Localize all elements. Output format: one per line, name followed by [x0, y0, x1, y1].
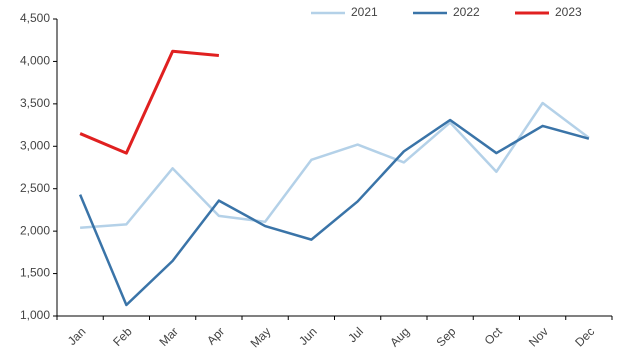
x-tick-label: Jan — [65, 324, 89, 348]
y-tick-label: 3,000 — [20, 138, 50, 152]
y-tick-label: 2,000 — [20, 223, 50, 237]
series-line — [80, 101, 590, 229]
series-line — [78, 118, 590, 307]
x-tick-label: Feb — [110, 324, 135, 349]
x-tick-label: Jul — [345, 324, 366, 345]
x-tick-label: Oct — [482, 324, 506, 348]
series-line — [79, 49, 220, 155]
x-tick-label: Jun — [296, 324, 320, 348]
x-tick-label: Aug — [387, 324, 412, 349]
y-tick-label: 3,500 — [20, 96, 50, 110]
y-tick-label: 4,000 — [20, 54, 50, 68]
x-tick-label: May — [248, 324, 274, 350]
y-tick-label: 1,000 — [20, 308, 50, 322]
x-tick-label: Sep — [433, 324, 458, 349]
x-tick-label: Nov — [526, 324, 551, 349]
legend-label: 2023 — [555, 5, 582, 19]
legend-label: 2021 — [351, 5, 378, 19]
y-tick-label: 1,500 — [20, 266, 50, 280]
x-tick-label: Dec — [572, 324, 597, 349]
x-tick-label: Mar — [156, 324, 181, 349]
legend-label: 2022 — [453, 5, 480, 19]
y-tick-label: 4,500 — [20, 11, 50, 25]
y-tick-label: 2,500 — [20, 181, 50, 195]
x-tick-label: Apr — [204, 324, 227, 347]
